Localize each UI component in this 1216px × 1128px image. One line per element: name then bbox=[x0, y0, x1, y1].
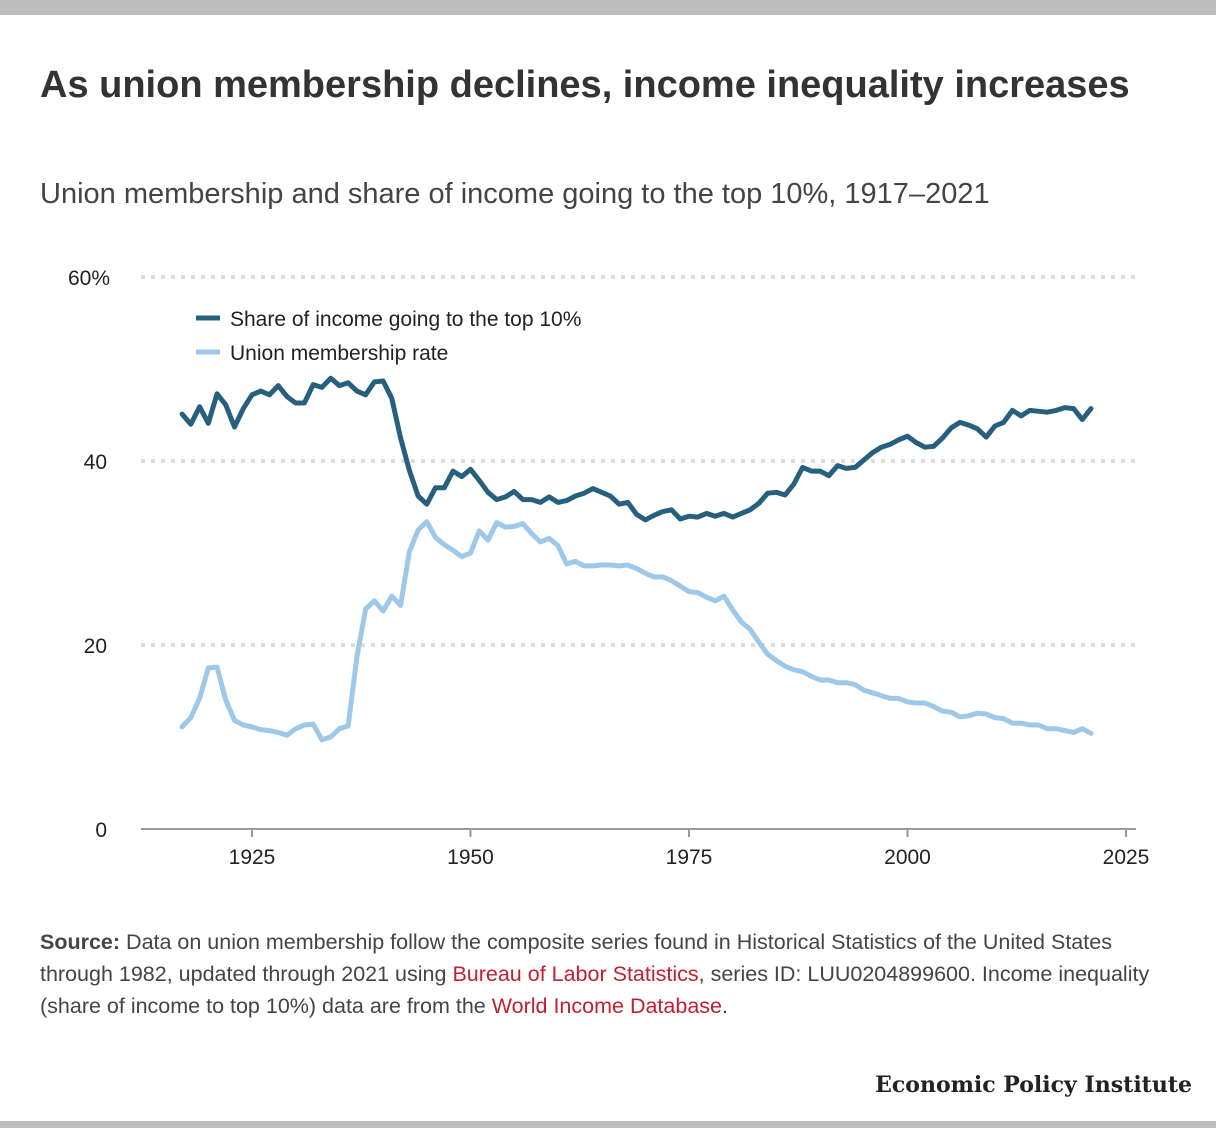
x-tick-label: 1975 bbox=[666, 846, 713, 869]
wid-link[interactable]: World Income Database bbox=[491, 994, 722, 1018]
x-tick-label: 1925 bbox=[229, 846, 276, 869]
x-tick-label: 1950 bbox=[447, 846, 494, 869]
x-tick-label: 2025 bbox=[1103, 846, 1150, 869]
source-text: . bbox=[721, 994, 728, 1018]
bls-link[interactable]: Bureau of Labor Statistics bbox=[452, 962, 699, 986]
source-text: , series ID: LUU0204899600. Income inequ… bbox=[40, 962, 1150, 1018]
y-tick-label: 40 bbox=[84, 451, 107, 474]
bottom-border bbox=[0, 1121, 1216, 1128]
source-text: Data on union membership follow the comp… bbox=[40, 930, 1112, 986]
legend-label: Share of income going to the top 10% bbox=[230, 308, 581, 331]
source-label: Source: bbox=[40, 930, 121, 954]
chart-title: As union membership declines, income ine… bbox=[40, 64, 1130, 106]
x-tick-label: 2000 bbox=[884, 846, 931, 869]
top10-share-line bbox=[179, 375, 1094, 523]
y-tick-label: 0 bbox=[95, 819, 107, 842]
line-chart: 0 20 40 60% 1925 1950 1975 2000 2025 Share of in… bbox=[68, 267, 1150, 869]
epi-logo: Economic Policy Institute bbox=[875, 1072, 1192, 1098]
legend-label: Union membership rate bbox=[230, 342, 448, 365]
chart-subtitle: Union membership and share of income goi… bbox=[40, 178, 990, 210]
source-note: Source: Data on union membership follow … bbox=[40, 926, 1160, 1022]
y-tick-label: 20 bbox=[84, 635, 107, 658]
union-membership-line bbox=[179, 519, 1094, 743]
top-border bbox=[0, 0, 1216, 15]
y-tick-label: 60% bbox=[68, 267, 110, 290]
